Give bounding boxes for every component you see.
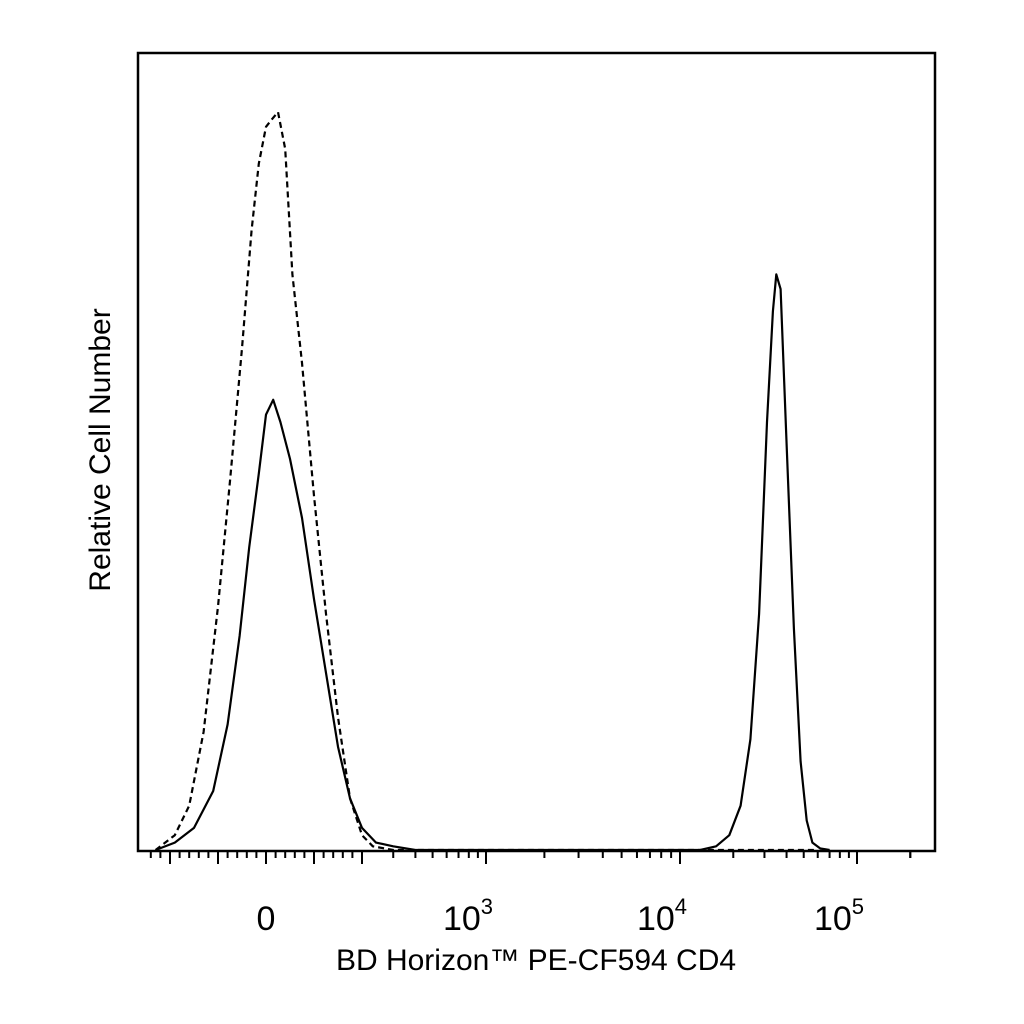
x-axis-tick-labels: 0 103 104 105 <box>257 894 865 938</box>
x-axis-minor-ticks <box>149 850 912 864</box>
x-tick-label: 103 <box>443 894 493 938</box>
series-line-dashed <box>154 110 818 852</box>
x-tick-label: 105 <box>814 894 864 938</box>
series-line-solid <box>155 273 830 852</box>
x-axis-label: BD Horizon™ PE-CF594 CD4 <box>336 944 736 977</box>
x-tick-label: 104 <box>637 894 687 938</box>
x-tick-label: 0 <box>257 900 276 938</box>
y-axis-label: Relative Cell Number <box>84 308 117 591</box>
series-layer <box>154 110 830 852</box>
